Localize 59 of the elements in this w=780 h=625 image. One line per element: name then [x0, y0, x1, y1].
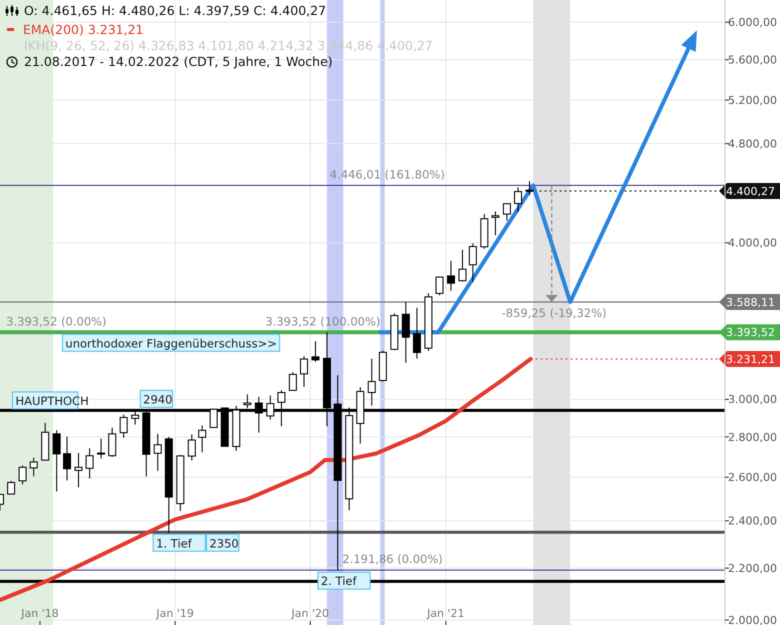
candlestick [288, 372, 297, 391]
x-tick-label: Jan '20 [290, 607, 330, 620]
annotation: 4.446,01 (161.80%) [330, 167, 445, 182]
candlestick [7, 480, 16, 495]
annotation: 2350 [209, 536, 239, 550]
candlestick [30, 457, 38, 477]
candlestick [502, 202, 511, 222]
candlestick [74, 452, 82, 488]
candlestick [63, 436, 72, 481]
candlestick [468, 243, 477, 282]
annotation: 3.393,52 (0.00%) [6, 314, 107, 328]
chart-title: O: 4.461,65 H: 4.480,26 L: 4.397,59 C: 4.400,27 [24, 3, 326, 18]
y-tick-label: 3.000,00 [728, 393, 777, 406]
candlestick [198, 424, 206, 453]
y-tick-label: 4.000,00 [728, 236, 777, 250]
candlestick [458, 249, 466, 282]
legend-label: EMA(200) 3.231,21 [23, 22, 144, 37]
candlestick [514, 186, 522, 213]
candlestick [120, 414, 128, 438]
y-tick-label: 4.800,00 [728, 137, 777, 150]
candlestick [97, 438, 106, 460]
ref-line-label: 3.588,11 [726, 296, 775, 309]
y-tick-label: 2.000,00 [728, 614, 777, 625]
candlestick [525, 180, 534, 196]
annotation: 4.400,27 [726, 184, 775, 198]
annotation: 2940 [143, 392, 172, 406]
y-tick-label: 5.200,00 [728, 94, 777, 107]
y-tick-label: 2.800,00 [728, 430, 777, 444]
y-tick-label: 2.600,00 [728, 471, 777, 484]
annotation: 3.393,52 (100.00%) [265, 314, 380, 328]
candlestick [412, 307, 421, 360]
annotation: 3.231,21 [726, 352, 775, 366]
y-tick-label: 2.400,00 [728, 514, 777, 528]
x-tick-label: Jan '18 [20, 607, 59, 620]
candlestick [402, 301, 410, 364]
annotation: unorthodoxer Flaggenüberschuss>> [65, 336, 277, 350]
candlestick [491, 210, 500, 236]
annotation: -859,25 (-19,32%) [502, 306, 607, 320]
annotation: 2. Tief [320, 574, 358, 588]
ref-line-label: 3.393,52 [726, 326, 775, 340]
candlestick [436, 276, 444, 296]
candlestick [86, 448, 94, 479]
annotation: 21.08.2017 - 14.02.2022 (CDT, 5 Jahre, 1 Woche) [24, 54, 333, 69]
candlestick [52, 430, 61, 492]
candlestick [311, 340, 320, 362]
candlestick [188, 434, 196, 462]
y-tick-label: 2.200,00 [728, 562, 777, 575]
annotation: 2.191,86 (0.00%) [342, 552, 443, 566]
candlestick [154, 433, 162, 472]
candlestick [300, 356, 308, 388]
x-tick-label: Jan '19 [155, 607, 194, 620]
candlestick [446, 260, 455, 292]
y-tick-label: 5.600,00 [728, 54, 777, 67]
annotation: 1. Tief [156, 536, 193, 550]
candlestick [108, 427, 116, 458]
candlestick [368, 358, 376, 406]
y-tick-label: 6.000,00 [728, 16, 777, 30]
candlestick [18, 464, 27, 485]
x-tick-label: Jan '21 [426, 607, 465, 620]
